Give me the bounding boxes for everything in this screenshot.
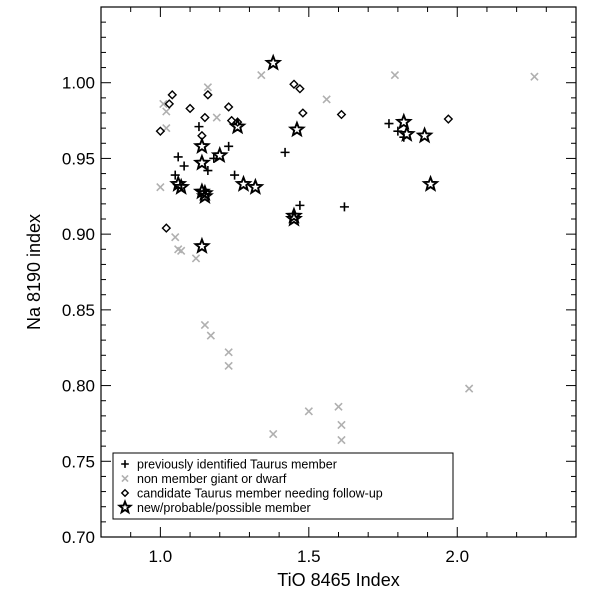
point-candidate (223, 102, 234, 112)
legend-entry-label: non member giant or dwarf (137, 472, 287, 486)
point-candidate (336, 109, 347, 120)
x-axis-label: TiO 8465 Index (277, 570, 399, 590)
point-non-member (224, 361, 233, 371)
point-non-member (390, 70, 400, 80)
point-non-member (530, 72, 539, 81)
point-candidate (185, 103, 195, 114)
point-new-member (421, 174, 440, 192)
point-candidate (289, 79, 299, 90)
point-new-member (284, 206, 303, 224)
point-candidate (443, 114, 454, 124)
plot-marks (155, 53, 539, 481)
point-new-member (192, 236, 211, 254)
point-new-member (394, 112, 413, 130)
point-new-member (246, 177, 265, 195)
point-new-member (195, 186, 214, 204)
point-candidate (232, 117, 243, 127)
legend-entry-label: new/probable/possible member (137, 501, 311, 515)
point-candidate (200, 112, 210, 123)
point-non-member (304, 407, 313, 416)
y-tick-label: 0.90 (62, 225, 95, 244)
point-non-member (322, 95, 331, 104)
point-non-member (156, 183, 165, 192)
point-non-member (464, 384, 474, 393)
point-new-member (116, 499, 134, 515)
x-tick-label: 1.0 (149, 547, 173, 566)
y-tick-label: 0.95 (62, 149, 95, 168)
point-non-member (200, 320, 210, 330)
point-previously-identified (230, 170, 240, 180)
point-non-member (191, 254, 201, 263)
point-non-member (337, 420, 346, 430)
point-candidate (120, 488, 130, 498)
point-new-member (172, 177, 191, 195)
point-new-member (210, 145, 229, 164)
y-tick-label: 1.00 (62, 74, 95, 93)
point-non-member (334, 402, 343, 411)
point-non-member (257, 70, 266, 80)
y-tick-label: 0.80 (62, 377, 95, 396)
point-new-member (234, 174, 253, 192)
point-new-member (287, 120, 306, 138)
legend-entry-label: candidate Taurus member needing follow-u… (137, 487, 383, 501)
point-candidate (155, 126, 166, 136)
y-tick-label: 0.70 (62, 528, 95, 547)
point-previously-identified (295, 200, 305, 210)
point-non-member (176, 246, 186, 255)
point-previously-identified (121, 460, 129, 468)
x-tick-label: 2.0 (445, 547, 469, 566)
point-new-member (192, 136, 211, 154)
legend-box (112, 452, 454, 520)
point-non-member (337, 435, 346, 445)
point-non-member (224, 348, 233, 357)
point-non-member (269, 429, 278, 439)
point-previously-identified (280, 147, 290, 157)
y-tick-label: 0.85 (62, 301, 95, 320)
y-axis-label: Na 8190 index (24, 214, 44, 330)
point-new-member (228, 117, 247, 135)
point-candidate (161, 223, 172, 233)
point-candidate (164, 99, 175, 109)
point-non-member (203, 83, 213, 92)
point-candidate (295, 83, 305, 94)
point-previously-identified (194, 122, 204, 132)
x-tick-label: 1.5 (297, 547, 321, 566)
point-new-member (397, 124, 416, 142)
point-non-member (159, 99, 168, 109)
point-previously-identified (224, 141, 234, 151)
point-candidate (298, 108, 308, 118)
plot-frame (100, 6, 577, 538)
point-previously-identified (179, 161, 189, 171)
point-new-member (284, 209, 303, 227)
point-non-member (121, 474, 129, 483)
legend-entry-label: previously identified Taurus member (137, 458, 337, 472)
point-new-member (415, 126, 434, 144)
point-non-member (212, 113, 221, 122)
point-previously-identified (384, 119, 394, 129)
point-previously-identified (203, 166, 213, 176)
point-new-member (192, 153, 211, 171)
point-non-member (206, 331, 216, 340)
y-tick-label: 0.75 (62, 452, 95, 471)
axis-ticks: 1.0 1.5 2.0 0.70 0.75 0.80 0.85 0.90 0.95 1.00 (62, 6, 577, 566)
point-new-member (264, 53, 283, 71)
point-candidate (203, 90, 213, 100)
point-previously-identified (173, 152, 183, 162)
point-non-member (171, 233, 180, 242)
point-candidate (167, 90, 178, 100)
point-new-member (195, 183, 214, 201)
point-non-member (162, 107, 171, 116)
point-previously-identified (339, 202, 349, 212)
